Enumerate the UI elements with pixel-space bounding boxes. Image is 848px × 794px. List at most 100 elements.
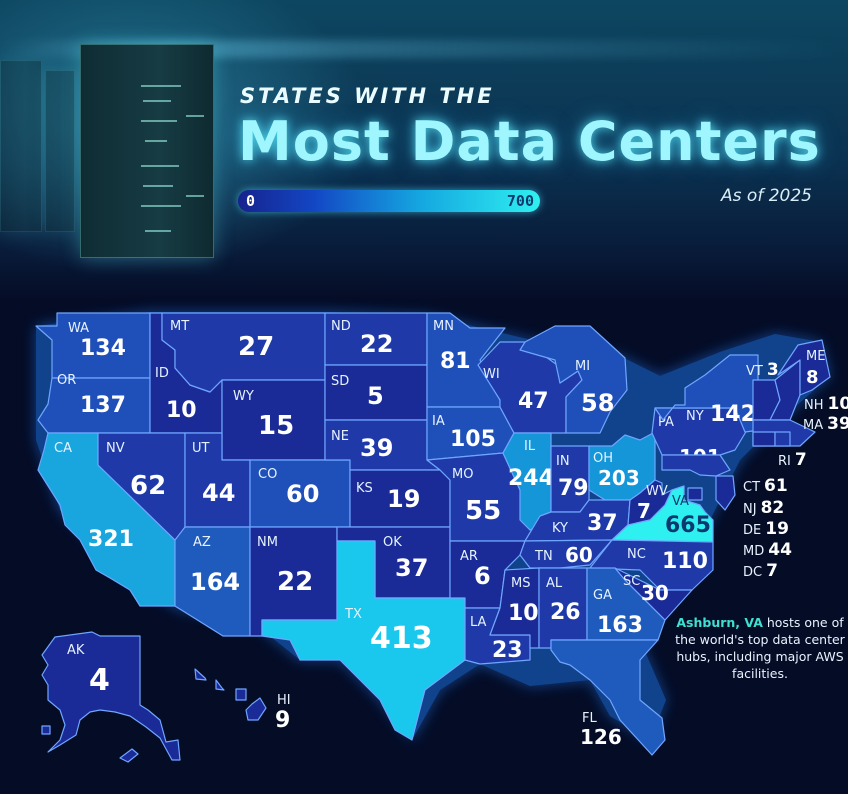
state-CO[interactable]: CO 60	[249, 459, 351, 528]
state-TX[interactable]: TX 413	[261, 540, 466, 741]
state-abbr: WA	[68, 321, 89, 336]
state-abbr: IN	[556, 454, 570, 469]
state-abbr: UT	[192, 441, 210, 456]
state-AZ[interactable]: AZ 164	[174, 526, 251, 637]
state-VA[interactable]: VA 665	[611, 485, 714, 543]
state-value: 4	[89, 663, 110, 698]
state-value: 6	[474, 562, 491, 590]
state-NM[interactable]: NM 22	[249, 526, 338, 637]
state-abbr: NM	[257, 535, 278, 550]
state-abbr: OK	[383, 535, 402, 550]
state-abbr: VA	[672, 494, 689, 509]
state-value: 22	[360, 330, 393, 358]
state-abbr: WI	[483, 367, 500, 382]
state-value: 37	[587, 511, 618, 536]
state-abbr: AK	[67, 643, 85, 658]
state-abbr: TN	[534, 549, 553, 564]
state-value: 665	[665, 513, 711, 538]
scale-max-label: 700	[506, 192, 534, 210]
state-abbr: KY	[552, 521, 568, 536]
state-value: 26	[550, 600, 581, 625]
state-KY[interactable]: KY 37	[524, 499, 631, 542]
state-UT[interactable]: UT 44	[184, 432, 251, 528]
state-value: 137	[80, 393, 126, 418]
state-AR[interactable]: AR 6	[449, 540, 526, 609]
state-abbr: CO	[258, 467, 277, 482]
state-value: 79	[558, 476, 589, 501]
callout-DC: DC 7	[743, 561, 778, 581]
state-WV[interactable]: WV 7	[627, 479, 673, 526]
callout-RI: RI 7	[778, 450, 807, 470]
state-AK[interactable]: AK 4	[41, 631, 181, 763]
state-FL[interactable]: FL	[550, 639, 666, 756]
state-IN[interactable]: IN 79	[550, 445, 590, 513]
state-abbr: IL	[524, 439, 536, 454]
state-value: 23	[492, 638, 523, 663]
state-IA[interactable]: IA 105	[426, 406, 515, 461]
ashburn-annotation: Ashburn, VA hosts one of the world's top…	[672, 614, 848, 682]
state-abbr: SC	[623, 574, 640, 589]
scale-min-label: 0	[246, 192, 256, 210]
callout-MD: MD 44	[743, 540, 792, 560]
state-TN[interactable]: TN 60	[519, 539, 613, 569]
callout-VT: VT 3	[746, 360, 779, 380]
state-abbr: MO	[452, 467, 473, 482]
state-OR[interactable]: OR 137	[37, 373, 151, 434]
state-GA[interactable]: GA 163	[586, 567, 666, 641]
state-value: 321	[88, 527, 134, 552]
state-MO[interactable]: MO 55	[426, 452, 541, 542]
state-value: 10	[508, 601, 539, 626]
callout-NH: NH 10	[804, 394, 848, 414]
annotation-text: hosts one of the world's top data center…	[675, 615, 845, 681]
state-value: 30	[641, 581, 669, 605]
state-value: 27	[238, 332, 274, 362]
state-NJ-DE-MD[interactable]	[661, 454, 736, 511]
state-value: 44	[202, 479, 235, 507]
state-value: 203	[598, 466, 640, 490]
state-value: 142	[710, 402, 756, 427]
state-abbr: IA	[432, 414, 445, 429]
state-value: 60	[286, 480, 319, 508]
state-value: 60	[565, 543, 593, 567]
state-ME[interactable]: ME 8	[777, 339, 831, 396]
state-abbr: NC	[627, 547, 646, 562]
state-value: 163	[597, 613, 643, 638]
annotation-highlight: Ashburn, VA	[676, 615, 763, 630]
server-rack-background	[45, 70, 75, 232]
state-WY[interactable]: WY 15	[221, 379, 326, 461]
state-abbr: MT	[170, 319, 189, 334]
state-MI[interactable]: MI 58	[519, 325, 628, 434]
callout-NJ: NJ 82	[743, 498, 785, 518]
state-AL[interactable]: AL 26	[538, 567, 588, 649]
state-SD[interactable]: SD 5	[324, 364, 428, 421]
state-KS[interactable]: KS 19	[349, 469, 451, 528]
state-abbr: KS	[356, 481, 373, 496]
state-value: 134	[80, 336, 126, 361]
state-NY[interactable]: NY 142	[654, 354, 761, 433]
state-SC[interactable]: SC 30	[614, 567, 693, 621]
state-abbr: NE	[331, 429, 349, 444]
state-IL[interactable]: IL 244	[502, 432, 554, 531]
state-abbr: FL	[582, 711, 597, 726]
state-MA-CT-RI[interactable]	[752, 419, 816, 447]
state-abbr: ND	[331, 319, 351, 334]
state-value: 8	[806, 367, 819, 388]
server-rack-background	[0, 60, 42, 232]
state-abbr: TX	[344, 607, 362, 622]
state-value: 5	[367, 382, 384, 410]
state-abbr: AL	[546, 576, 563, 591]
page-title: Most Data Centers	[238, 110, 821, 173]
state-abbr: MN	[433, 319, 454, 334]
state-NE[interactable]: NE 39	[324, 419, 441, 471]
callout-DE: DE 19	[743, 519, 789, 539]
state-MS[interactable]: MS 10	[489, 567, 540, 649]
state-value: 15	[258, 411, 294, 441]
state-ND[interactable]: ND 22	[324, 312, 428, 366]
state-MN[interactable]: MN 81	[426, 312, 506, 408]
state-WA[interactable]: WA 134	[35, 312, 151, 379]
state-HI[interactable]: HI 9	[194, 668, 291, 733]
hero-banner: STATES WITH THE Most Data Centers 0 700 …	[0, 0, 848, 300]
state-value: 244	[508, 466, 554, 491]
state-abbr: MS	[511, 576, 530, 591]
